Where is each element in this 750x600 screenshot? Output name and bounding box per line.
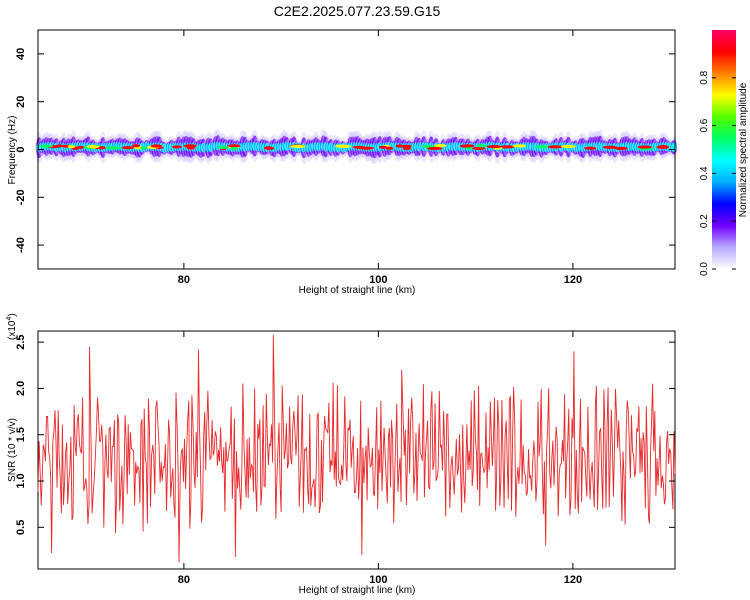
- band-peak: [358, 146, 375, 150]
- snr-y-ticks: 2.5 2.0 1.5 1.0 0.5: [15, 334, 675, 535]
- band-peak: [121, 146, 135, 150]
- snr-y-tick-label: 1.0: [15, 473, 27, 488]
- snr-series-line: [37, 334, 676, 563]
- band-peak: [602, 145, 618, 149]
- spectrogram-x-label: Height of straight line (km): [299, 285, 416, 296]
- band-peak: [379, 145, 388, 149]
- colorbar-gradient: [712, 30, 736, 269]
- colorbar-tick-label: 0.8: [699, 70, 710, 84]
- band-peak: [86, 144, 100, 149]
- band-peak: [434, 144, 447, 148]
- spectrogram-x-tick-label: 120: [564, 274, 582, 286]
- colorbar-tick-label: 0.0: [699, 262, 710, 276]
- band-peak: [150, 144, 163, 148]
- band-peak: [56, 144, 63, 148]
- spectrogram-x-ticks: 80 100 120: [178, 30, 582, 286]
- colorbar-tick-label: 0.6: [699, 118, 710, 132]
- colorbar: 0.0 0.2 0.4 0.6 0.8 Normalized spectral ampl…: [699, 30, 749, 276]
- spectrogram-panel: 80 100 120 40 20 0 -20 -40 Height of straight …: [7, 29, 678, 296]
- snr-x-tick-label: 120: [564, 574, 582, 586]
- band-peak: [385, 146, 394, 150]
- snr-y-multiplier-base: (x10: [7, 320, 18, 340]
- spectrogram-y-ticks: 40 20 0 -20 -40: [15, 48, 675, 253]
- colorbar-ticks: 0.0 0.2 0.4 0.6 0.8: [699, 70, 736, 276]
- band-peak: [656, 145, 670, 149]
- band-peak: [561, 144, 576, 149]
- spectrogram-y-tick-label: 40: [15, 48, 27, 60]
- snr-y-tick-label: 1.5: [15, 427, 27, 442]
- figure-title: C2E2.2025.077.23.59.G15: [274, 3, 441, 19]
- band-peak: [337, 144, 351, 148]
- band-peak: [67, 145, 75, 149]
- spectrogram-x-tick-label: 100: [369, 274, 387, 286]
- band-peak: [171, 145, 183, 149]
- band-peak: [183, 144, 197, 148]
- colorbar-tick-label: 0.4: [699, 166, 710, 180]
- spectrogram-y-tick-label: 20: [15, 96, 27, 108]
- band-peak: [216, 145, 229, 149]
- spectrogram-y-tick-label: 0: [15, 146, 27, 152]
- band-peak: [140, 146, 147, 150]
- spectrogram-y-label: Frequency (Hz): [7, 116, 18, 185]
- band-peak: [584, 146, 597, 150]
- band-peak: [402, 146, 412, 150]
- snr-x-tick-label: 100: [369, 574, 387, 586]
- snr-panel: 80 100 120 2.5 2.0 1.5 1.0 0.5 Height of strai…: [6, 313, 676, 596]
- band-peak: [461, 144, 475, 148]
- band-peak: [132, 144, 140, 148]
- band-peak: [499, 145, 515, 149]
- snr-y-tick-label: 0.5: [15, 520, 27, 535]
- band-peak: [38, 144, 53, 148]
- band-peak: [547, 145, 563, 149]
- band-peak: [472, 146, 486, 151]
- band-peak: [290, 144, 306, 149]
- spectrogram-x-tick-label: 80: [178, 274, 190, 286]
- band-peak: [534, 145, 549, 149]
- snr-x-ticks: 80 100 120: [178, 331, 582, 586]
- colorbar-label: Normalized spectral amplitude: [738, 82, 749, 217]
- band-peak: [395, 144, 404, 148]
- spectrogram-y-tick-label: -40: [15, 237, 27, 253]
- band-peak: [637, 145, 653, 149]
- band-peak: [476, 144, 488, 148]
- spectral-band: [35, 129, 678, 165]
- band-peak: [486, 144, 502, 149]
- band-peak: [614, 146, 628, 150]
- snr-x-tick-label: 80: [178, 574, 190, 586]
- band-peak: [230, 146, 239, 151]
- snr-y-tick-label: 2.0: [15, 381, 27, 396]
- snr-y-multiplier-close: ): [7, 313, 18, 316]
- spectrogram-y-tick-label: -20: [15, 189, 27, 205]
- band-core: [670, 142, 677, 152]
- band-peak: [106, 146, 119, 150]
- colorbar-tick-label: 0.2: [699, 214, 710, 228]
- snr-x-label: Height of straight line (km): [299, 585, 416, 596]
- snr-y-tick-label: 2.5: [15, 334, 27, 349]
- snr-y-multiplier: (x104): [6, 313, 18, 340]
- band-peak: [427, 146, 443, 151]
- band-peak: [512, 144, 527, 148]
- band-peak: [264, 146, 275, 150]
- snr-y-label: SNR (10 * v/v): [7, 418, 18, 482]
- band-peak: [228, 144, 240, 148]
- snr-y-multiplier-exp: 4: [6, 317, 13, 321]
